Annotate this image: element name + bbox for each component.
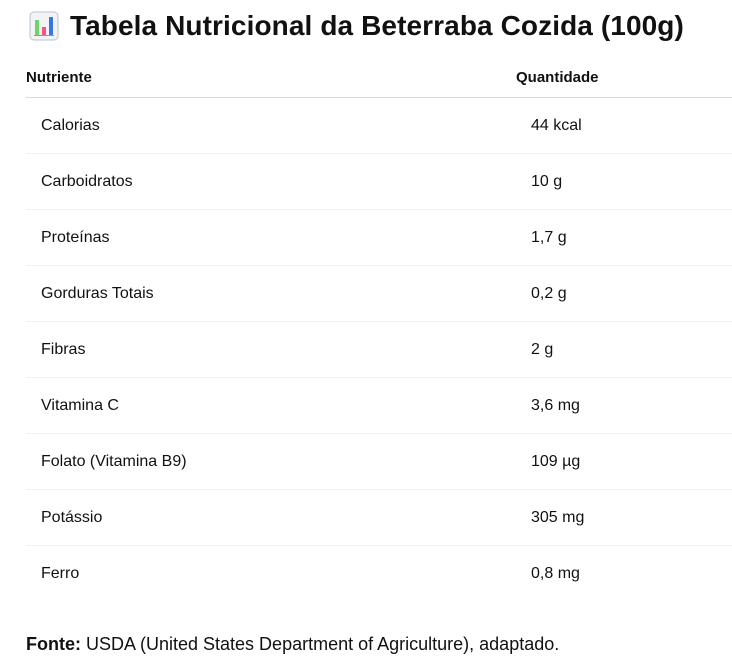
title-row: Tabela Nutricional da Beterraba Cozida (… <box>26 0 732 52</box>
table-row: Potássio 305 mg <box>26 489 732 546</box>
amount-cell: 109 µg <box>516 433 732 490</box>
header-nutrient: Nutriente <box>26 57 516 98</box>
table-row: Ferro 0,8 mg <box>26 546 732 602</box>
bar-chart-icon <box>29 11 59 41</box>
nutrient-cell: Carboidratos <box>26 153 516 210</box>
nutrient-cell: Fibras <box>26 321 516 378</box>
table-row: Vitamina C 3,6 mg <box>26 377 732 434</box>
amount-cell: 0,8 mg <box>531 564 580 582</box>
table-row: Folato (Vitamina B9) 109 µg <box>26 433 732 490</box>
amount-cell: 2 g <box>516 321 732 378</box>
table-row: Gorduras Totais 0,2 g <box>26 265 732 322</box>
amount-cell: 0,2 g <box>516 265 732 322</box>
amount-cell: 1,7 g <box>516 209 732 266</box>
table-header-row: Nutriente Quantidade <box>26 57 732 98</box>
amount-cell: 44 kcal <box>516 97 732 154</box>
amount-cell: 3,6 mg <box>516 377 732 434</box>
nutrition-table: Nutriente Quantidade Calorias 44 kcal Ca… <box>26 57 732 601</box>
table-row: Calorias 44 kcal <box>26 97 732 154</box>
table-row: Carboidratos 10 g <box>26 153 732 210</box>
page-title: Tabela Nutricional da Beterraba Cozida (… <box>70 10 684 41</box>
table-row: Fibras 2 g <box>26 321 732 378</box>
table-row: Proteínas 1,7 g <box>26 209 732 266</box>
nutrient-cell: Proteínas <box>26 209 516 266</box>
source-label: Fonte: <box>26 634 81 654</box>
nutrient-cell: Potássio <box>26 489 516 546</box>
nutrient-cell: Vitamina C <box>26 377 516 434</box>
amount-cell: 10 g <box>516 153 732 210</box>
header-amount: Quantidade <box>516 57 732 98</box>
source-note: Fonte: USDA (United States Department of… <box>26 634 559 655</box>
source-text: USDA (United States Department of Agricu… <box>80 634 560 654</box>
nutrient-cell: Calorias <box>26 97 516 154</box>
nutrient-cell: Ferro <box>41 564 80 582</box>
nutrient-cell: Gorduras Totais <box>26 265 516 322</box>
amount-cell: 305 mg <box>516 489 732 546</box>
nutrient-cell: Folato (Vitamina B9) <box>26 433 516 490</box>
